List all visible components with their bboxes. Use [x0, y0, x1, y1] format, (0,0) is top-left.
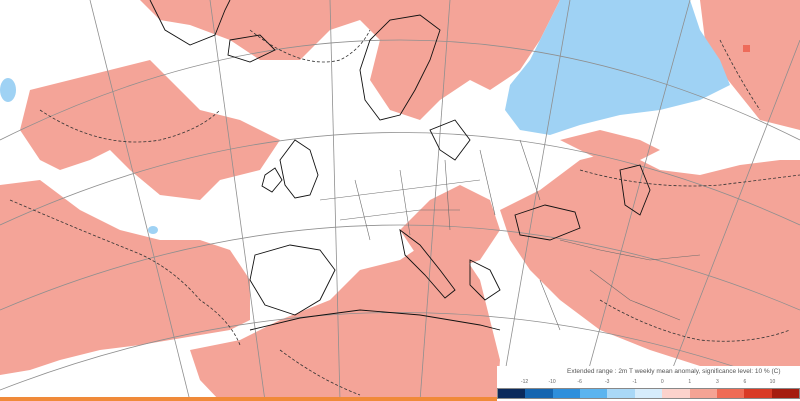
border-line: [519, 139, 541, 201]
graticule-meridian: [579, 0, 691, 401]
legend-tick-label: -3: [604, 379, 610, 385]
coastline-british-isles: [279, 139, 319, 199]
legend-swatch: [607, 389, 635, 398]
significance-contour: [279, 349, 361, 396]
significance-contour: [39, 109, 221, 143]
legend-swatch: [498, 389, 526, 398]
graticule-parallel: [0, 224, 800, 311]
color-legend: Extended range : 2m T weekly mean anomal…: [497, 366, 800, 401]
legend-swatch: [552, 389, 581, 398]
cool-spot-far-west: [0, 78, 16, 102]
coastline-italy: [399, 228, 456, 299]
significance-contour: [249, 29, 371, 63]
legend-swatch: [689, 389, 717, 398]
legend-swatch: [716, 389, 745, 398]
coastline-iberia: [249, 244, 336, 316]
significance-contour: [9, 199, 241, 346]
border-line: [539, 279, 561, 331]
graticule-meridian: [419, 0, 451, 401]
cool-region-russia: [505, 0, 730, 135]
strong-warm-spots: [743, 45, 750, 52]
border-line: [399, 169, 411, 236]
legend-tick-label: 0: [660, 379, 664, 385]
legend-tick-label: 1: [688, 379, 692, 385]
legend-swatch: [662, 389, 690, 398]
graticule-meridian: [89, 0, 191, 401]
legend-swatch: [525, 389, 553, 398]
warm-region-atlantic-north: [20, 60, 280, 200]
legend-title: Extended range : 2m T weekly mean anomal…: [567, 368, 781, 375]
border-line: [589, 269, 681, 321]
significance-contours: [9, 29, 800, 396]
cool-spot-atlantic: [148, 226, 158, 234]
legend-tick-labels: -12 -10 -6 -3 -1 0 1 3 6 10: [497, 379, 800, 387]
country-borders: [319, 139, 701, 331]
legend-tick-label: 6: [743, 379, 747, 385]
legend-tick-label: -12: [520, 379, 529, 385]
warm-region-greenland: [0, 0, 560, 120]
significance-contour: [599, 299, 791, 342]
graticule-meridian: [209, 0, 266, 401]
graticule-parallel: [0, 39, 800, 141]
bottom-accent-rule: [0, 397, 497, 401]
coastline-black-sea: [514, 204, 581, 241]
graticule-meridian: [659, 39, 800, 401]
coastline-greenland: [149, 0, 231, 46]
graticule-parallel: [0, 312, 800, 391]
graticule-parallel: [0, 132, 800, 226]
coastline-baltic: [429, 119, 471, 161]
border-line: [479, 149, 496, 216]
graticule-meridian: [499, 0, 571, 401]
coastline-greece: [469, 259, 501, 301]
warm-region-africa: [190, 240, 500, 401]
legend-swatch: [744, 389, 772, 398]
warm-region-atlantic-south: [0, 180, 250, 375]
graticule-meridian: [329, 0, 341, 401]
border-line: [319, 179, 481, 201]
significance-contour: [579, 169, 800, 187]
border-line: [339, 209, 460, 221]
warm-region-west-siberia: [700, 0, 800, 130]
legend-tick-label: -10: [548, 379, 556, 385]
legend-tick-label: 3: [715, 379, 719, 385]
legend-tick-label: -6: [577, 379, 582, 385]
legend-swatch: [580, 389, 608, 398]
border-line: [559, 239, 701, 261]
legend-tick-label: 10: [769, 379, 776, 385]
coastline-iceland: [227, 34, 276, 63]
coastline-scandinavia: [359, 14, 441, 121]
border-line: [444, 159, 451, 231]
legend-color-bar: [497, 388, 800, 399]
legend-swatch: [634, 389, 663, 398]
border-line: [354, 179, 371, 241]
legend-swatch: [771, 389, 799, 398]
cool-anomaly-regions: [0, 0, 730, 234]
coastlines: [149, 0, 651, 331]
coastline-north-africa: [249, 309, 501, 331]
legend-tick-label: -1: [632, 379, 637, 385]
coastline-ireland: [261, 167, 283, 193]
strong-warm-spot-urals: [743, 45, 750, 52]
coastline-caspian: [619, 164, 651, 216]
significance-contour: [719, 39, 761, 111]
